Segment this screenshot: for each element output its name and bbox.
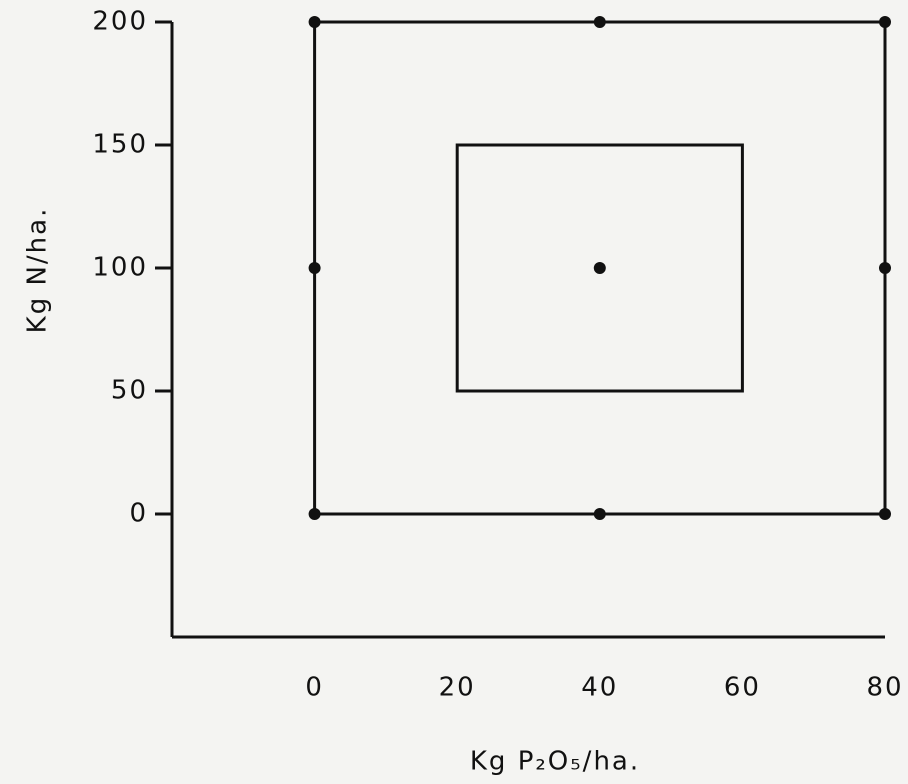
region-rect <box>455 143 744 393</box>
x-tick-label: 20 <box>439 673 476 703</box>
y-tick-label: 0 <box>129 499 148 529</box>
point <box>879 508 891 520</box>
point <box>879 16 891 28</box>
x-tick-label: 0 <box>305 673 324 703</box>
y-tick-label: 100 <box>92 253 148 283</box>
point <box>593 508 606 520</box>
x-tick-label: 80 <box>866 673 903 703</box>
x-tick-label: 60 <box>724 673 761 703</box>
point <box>308 16 321 28</box>
x-axis-label: Kg P₂O₅/ha. <box>470 747 640 777</box>
point <box>308 262 321 274</box>
point <box>308 508 321 520</box>
y-tick-label: 50 <box>111 376 148 406</box>
point <box>593 262 606 274</box>
point <box>879 262 891 274</box>
y-axis-label: Kg N/ha. <box>23 207 53 334</box>
y-tick-label: 150 <box>92 130 148 160</box>
point <box>593 16 606 28</box>
y-tick-label: 200 <box>92 7 148 37</box>
x-tick-label: 40 <box>581 673 618 703</box>
